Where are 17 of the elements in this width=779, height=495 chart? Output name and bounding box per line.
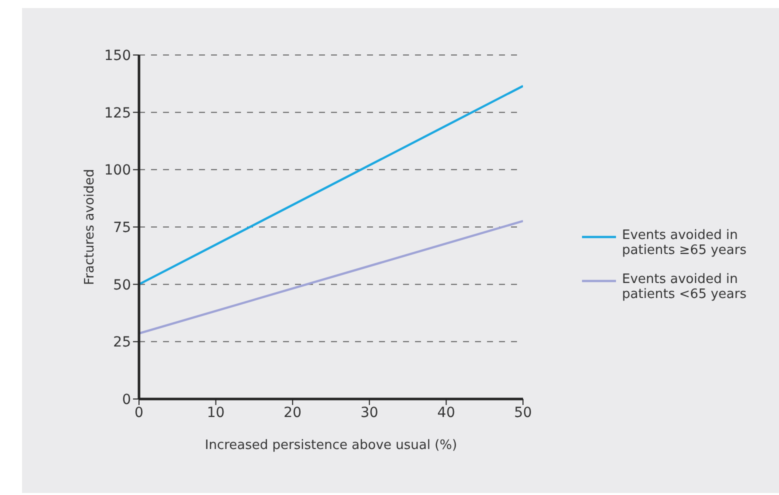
- y-axis-title: Fractures avoided: [82, 168, 98, 286]
- y-tick-label: 25: [113, 334, 131, 351]
- x-tick-label: 40: [437, 404, 456, 421]
- x-axis-title: Increased persistence above usual (%): [204, 438, 458, 453]
- x-tick-label: 10: [206, 404, 225, 421]
- y-tick-label: 0: [122, 392, 131, 408]
- y-tick-label: 100: [104, 162, 131, 179]
- x-tick-label: 50: [514, 404, 532, 421]
- x-tick-label: 0: [134, 404, 144, 421]
- x-tick-label: 20: [284, 404, 302, 421]
- legend-label: Events avoided in patients <65 years: [622, 272, 748, 302]
- x-tick-label: 30: [360, 404, 378, 421]
- y-tick-label: 75: [113, 220, 131, 236]
- legend-label: Events avoided in patients ≥65 years: [622, 228, 748, 258]
- y-tick-label: 150: [104, 48, 131, 64]
- y-tick-label: 50: [113, 277, 131, 294]
- y-tick-label: 125: [104, 105, 131, 122]
